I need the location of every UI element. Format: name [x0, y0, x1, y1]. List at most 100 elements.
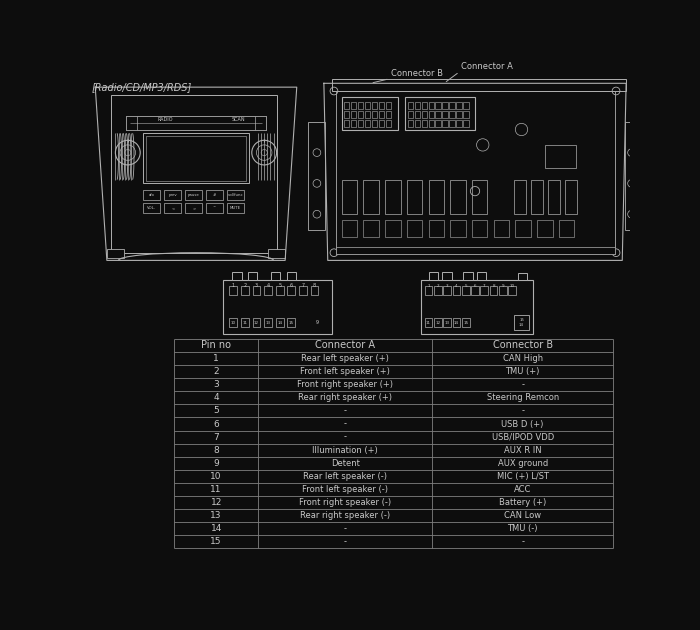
Text: AUX ground: AUX ground — [498, 459, 548, 468]
Bar — [434, 318, 442, 328]
Text: 1: 1 — [427, 284, 430, 288]
Bar — [452, 286, 461, 295]
Text: 8: 8 — [214, 445, 219, 455]
Text: 7: 7 — [302, 284, 304, 289]
Bar — [450, 220, 466, 238]
Text: Rear right speaker (-): Rear right speaker (-) — [300, 511, 391, 520]
Text: Rear right speaker (+): Rear right speaker (+) — [298, 393, 392, 403]
Text: 5: 5 — [214, 406, 219, 415]
Bar — [425, 286, 433, 295]
Bar — [434, 286, 442, 295]
Text: 10: 10 — [211, 472, 222, 481]
Bar — [462, 286, 470, 295]
Bar — [386, 111, 391, 118]
Text: -: - — [344, 406, 346, 415]
Bar — [414, 120, 420, 127]
Bar — [227, 190, 244, 200]
Bar — [185, 203, 202, 213]
Bar — [442, 120, 448, 127]
Bar — [435, 120, 441, 127]
Text: 6: 6 — [214, 420, 219, 428]
Bar — [463, 102, 469, 109]
Bar — [548, 180, 560, 214]
Bar — [351, 102, 356, 109]
Bar — [421, 102, 427, 109]
Text: Illumination (+): Illumination (+) — [312, 445, 378, 455]
Text: 7: 7 — [483, 284, 486, 288]
Bar — [385, 220, 400, 238]
Text: CAN Low: CAN Low — [504, 511, 541, 520]
Text: vol/func: vol/func — [228, 193, 244, 197]
Text: 5: 5 — [278, 284, 281, 289]
Text: <: < — [171, 206, 174, 210]
Text: USB D (+): USB D (+) — [501, 420, 544, 428]
Bar — [407, 180, 422, 214]
Bar — [372, 102, 377, 109]
Bar — [428, 111, 434, 118]
Bar — [449, 111, 455, 118]
Bar — [344, 111, 349, 118]
Text: SCAN: SCAN — [232, 117, 246, 122]
Bar — [386, 120, 391, 127]
Text: 15
14: 15 14 — [519, 319, 524, 327]
Bar — [372, 111, 377, 118]
Text: Steering Remcon: Steering Remcon — [486, 393, 559, 403]
Bar — [517, 273, 527, 280]
Bar — [206, 203, 223, 213]
Text: 4: 4 — [455, 284, 458, 288]
Bar — [514, 180, 526, 214]
Text: 6: 6 — [474, 284, 476, 288]
Bar — [405, 97, 475, 130]
Bar — [268, 249, 285, 258]
Text: 15: 15 — [289, 321, 294, 325]
Bar — [407, 111, 413, 118]
Bar — [276, 318, 284, 328]
Bar — [372, 120, 377, 127]
Bar — [107, 249, 124, 258]
Bar — [335, 246, 615, 255]
Text: CAN High: CAN High — [503, 354, 542, 363]
Text: 9: 9 — [214, 459, 219, 468]
Text: Connector A: Connector A — [461, 62, 513, 71]
Bar — [443, 318, 451, 328]
Bar — [490, 286, 498, 295]
Bar — [311, 286, 318, 295]
Text: afx: afx — [149, 193, 155, 197]
Bar — [515, 220, 531, 238]
Bar — [514, 315, 529, 331]
Bar — [435, 111, 441, 118]
Bar — [206, 190, 223, 200]
Bar — [255, 116, 266, 130]
Text: 13: 13 — [444, 321, 449, 325]
Bar — [144, 190, 160, 200]
Bar — [365, 102, 370, 109]
Text: pause: pause — [188, 193, 200, 197]
Text: Connector B: Connector B — [493, 340, 553, 350]
Text: 14: 14 — [454, 321, 459, 325]
Bar — [449, 102, 455, 109]
Bar — [379, 102, 384, 109]
Bar — [442, 272, 452, 280]
Text: -: - — [522, 537, 524, 546]
Bar — [126, 116, 137, 130]
Bar — [472, 220, 487, 238]
Bar — [264, 318, 272, 328]
Text: MIC (+) L/ST: MIC (+) L/ST — [497, 472, 549, 481]
Bar — [111, 95, 277, 253]
Text: 10: 10 — [510, 284, 514, 288]
Bar — [164, 203, 181, 213]
Text: 1: 1 — [214, 354, 219, 363]
Bar — [425, 318, 433, 328]
Bar — [144, 203, 160, 213]
Polygon shape — [95, 87, 297, 260]
Bar — [253, 318, 260, 328]
Bar — [365, 111, 370, 118]
Bar — [288, 286, 295, 295]
Bar — [407, 120, 413, 127]
Bar — [450, 180, 466, 214]
Text: USB/IPOD VDD: USB/IPOD VDD — [491, 433, 554, 442]
Bar — [545, 145, 575, 168]
Text: MUTE: MUTE — [230, 206, 241, 210]
Bar — [230, 318, 237, 328]
Bar — [164, 190, 181, 200]
